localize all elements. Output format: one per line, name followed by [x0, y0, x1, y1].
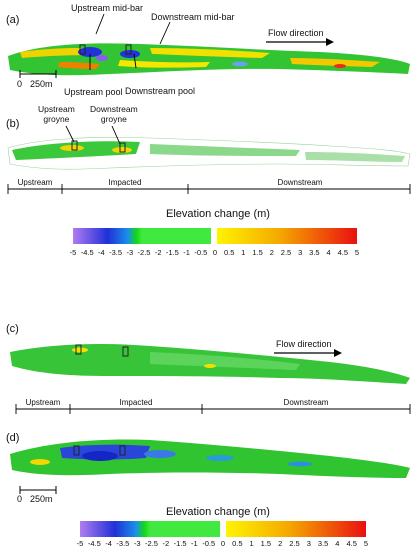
colorbar-ticks-top: -5 -4.5 -4 -3.5 -3 -2.5 -2 -1.5 -1 -0.5 0 0.5 1 1.5 2 2… [69, 248, 360, 260]
reach-downstream-mid: Downstream [283, 398, 329, 407]
colorbar-bottom-tick-20: 5 [363, 539, 369, 548]
colorbar-bottom-tick-15: 2.5 [289, 539, 300, 548]
panel-label-d: (d) [6, 432, 20, 444]
colorbar-top-tick-9: -0.5 [194, 248, 208, 257]
colorbar-top-tick-1: -4.5 [80, 248, 94, 257]
annotation-downstream-mid-bar: Downstream mid-bar [151, 12, 235, 22]
colorbar-bottom-tick-6: -2 [162, 539, 170, 548]
annotation-downstream-pool: Downstream pool [125, 86, 196, 96]
colorbar-bottom-tick-12: 1 [249, 539, 254, 548]
scale-zero-d: 0 [17, 494, 23, 504]
colorbar-top-tick-2: -4 [98, 248, 105, 257]
colorbar-top-tick-17: 3.5 [309, 248, 320, 257]
scale-bar-a [19, 70, 57, 78]
colorbar-top-tick-5: -2.5 [137, 248, 151, 257]
annotation-upstream-pool: Upstream pool [64, 87, 123, 97]
annotation-leaders-a [89, 13, 171, 70]
scale-zero-a: 0 [17, 79, 23, 89]
annotation-leaders-b [65, 125, 121, 145]
colorbar-ticks-bottom: -5 -4.5 -4 -3.5 -3 -2.5 -2 -1.5 -1 -0.5 0 0.5 1 1.5 2 2… [76, 539, 369, 550]
panel-label-b: (b) [6, 118, 20, 130]
colorbar-top-tick-8: -1 [183, 248, 190, 257]
annotation-downstream-groyne: Downstream groyne [90, 104, 138, 124]
colorbar-top-tick-3: -3.5 [109, 248, 123, 257]
colorbar-top-tick-11: 0.5 [223, 248, 235, 257]
panel-label-c: (c) [6, 323, 19, 335]
colorbar-bottom-tick-9: -0.5 [202, 539, 216, 548]
colorbar-top-tick-4: -3 [126, 248, 134, 257]
reach-impacted-top: Impacted [108, 178, 142, 187]
colorbar-bottom-tick-16: 3 [306, 539, 311, 548]
annotation-flow-direction-c: Flow direction [276, 339, 332, 349]
colorbar-bottom-tick-5: -2.5 [145, 539, 158, 548]
colorbar-top-tick-13: 1.5 [252, 248, 263, 257]
elevation-map-a [8, 43, 410, 76]
colorbar-bottom-tick-4: -3 [133, 539, 141, 548]
elevation-map-b [7, 137, 411, 170]
reach-downstream-top: Downstream [277, 178, 323, 187]
colorbar-bottom-tick-13: 1.5 [260, 539, 272, 548]
annotation-upstream-mid-bar: Upstream mid-bar [71, 3, 144, 13]
elevation-map-d [10, 439, 410, 478]
colorbar-top-tick-0: -5 [69, 248, 77, 257]
reach-upstream-mid: Upstream [25, 398, 61, 407]
flow-arrow-a [266, 38, 334, 46]
colorbar-bottom-tick-0: -5 [76, 539, 84, 548]
colorbar-top-tick-18: 4 [326, 248, 331, 257]
colorbar-bottom-tick-8: -1 [191, 539, 198, 548]
annotation-flow-direction-a: Flow direction [268, 28, 324, 38]
colorbar-top-tick-10: 0 [212, 248, 218, 257]
legend-title-bottom: Elevation change (m) [166, 506, 270, 518]
colorbar-top-tick-12: 1 [241, 248, 246, 257]
reach-divider-top [7, 184, 411, 194]
colorbar-top-tick-6: -2 [154, 248, 162, 257]
colorbar-top-tick-16: 3 [298, 248, 303, 257]
colorbar-bottom-tick-7: -1.5 [173, 539, 187, 548]
colorbar-top-tick-7: -1.5 [165, 248, 179, 257]
colorbar-top-tick-19: 4.5 [337, 248, 349, 257]
reach-upstream-top: Upstream [17, 178, 53, 187]
annotation-upstream-groyne: Upstream groyne [38, 104, 75, 124]
reach-impacted-mid: Impacted [119, 398, 153, 407]
colorbar-top [73, 228, 357, 244]
colorbar-bottom-tick-17: 3.5 [317, 539, 329, 548]
colorbar-bottom-tick-19: 4.5 [346, 539, 357, 548]
colorbar-bottom [80, 521, 366, 537]
scale-bar-d [19, 486, 57, 494]
colorbar-bottom-tick-3: -3.5 [116, 539, 130, 548]
colorbar-bottom-tick-1: -4.5 [87, 539, 101, 548]
legend-title-top: Elevation change (m) [166, 208, 270, 220]
colorbar-bottom-tick-10: 0 [220, 539, 226, 548]
scale-length-a: 250m [30, 79, 53, 89]
colorbar-top-tick-14: 2 [269, 248, 274, 257]
elevation-map-c [10, 344, 410, 384]
colorbar-bottom-tick-11: 0.5 [232, 539, 243, 548]
scale-length-d: 250m [30, 494, 53, 504]
colorbar-top-tick-20: 5 [354, 248, 360, 257]
reach-divider-mid [15, 404, 411, 414]
panel-label-a: (a) [6, 14, 20, 26]
colorbar-bottom-tick-14: 2 [278, 539, 283, 548]
flow-arrow-c [274, 349, 342, 357]
colorbar-bottom-tick-18: 4 [335, 539, 340, 548]
colorbar-bottom-tick-2: -4 [105, 539, 112, 548]
colorbar-top-tick-15: 2.5 [280, 248, 292, 257]
